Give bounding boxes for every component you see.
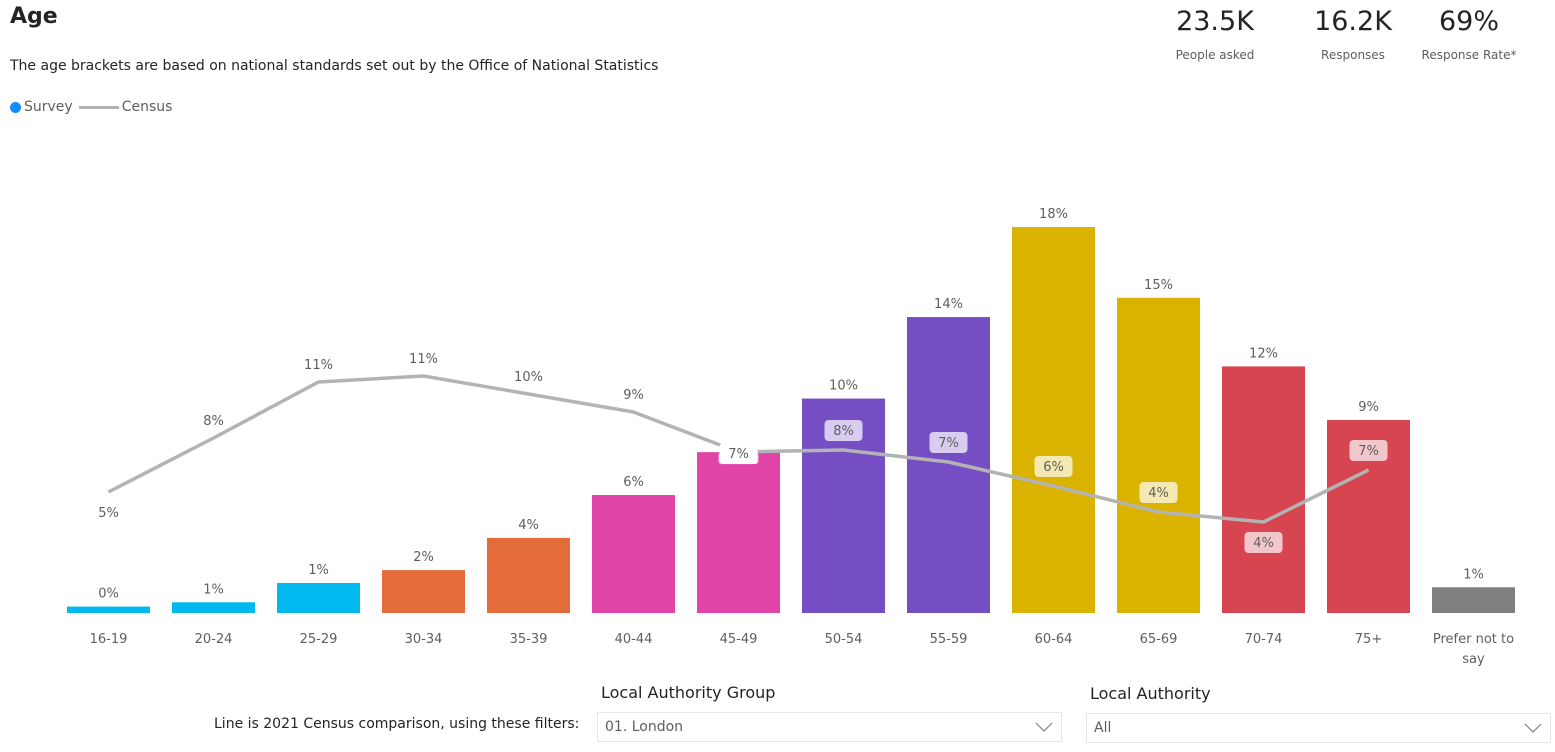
survey-bar[interactable] [172,602,255,613]
survey-bar[interactable] [697,452,780,613]
survey-legend-label[interactable]: Survey [24,99,73,115]
x-tick-label: Prefer not to [1433,632,1514,647]
x-tick-label: 75+ [1355,632,1382,647]
survey-data-label: 10% [829,379,858,394]
x-tick-label: 16-19 [90,632,128,647]
kpi-value: 16.2K [1314,6,1392,37]
local-authority-group-title: Local Authority Group [601,683,776,702]
survey-bar[interactable] [907,317,990,613]
census-data-label: 7% [728,447,749,462]
survey-data-label: 18% [1039,207,1068,222]
survey-data-label: 6% [623,475,644,490]
kpi-value: 69% [1438,6,1499,37]
survey-bar[interactable] [1012,227,1095,613]
census-label-background [1349,440,1388,461]
census-data-label: 8% [203,414,224,429]
census-label-background [929,432,968,453]
survey-bar[interactable] [592,495,675,613]
survey-bar[interactable] [1432,587,1515,613]
x-tick-label: 30-34 [405,632,443,647]
census-data-label: 8% [833,424,854,439]
x-tick-label: 25-29 [300,632,338,647]
census-data-label: 7% [938,436,959,451]
chevron-down-icon [1035,722,1053,732]
survey-bar[interactable] [1222,366,1305,613]
local-authority-group-value: 01. London [605,719,684,735]
x-tick-label: 45-49 [720,632,758,647]
x-tick-label: 35-39 [510,632,548,647]
x-tick-label: 70-74 [1245,632,1283,647]
survey-data-label: 15% [1144,278,1173,293]
survey-data-label: 4% [518,518,539,533]
survey-data-label: 14% [934,297,963,312]
page-subtitle: The age brackets are based on national s… [10,58,659,74]
survey-bar[interactable] [487,537,570,613]
page-title: Age [10,4,58,29]
census-data-label: 5% [98,506,119,521]
kpi-label: Response Rate* [1421,48,1517,62]
census-label-background [1034,456,1073,477]
age-chart: 16-19 20-24 25-29 30-34 35-39 40-44 45-49 50-54… [67,207,1515,667]
survey-bar[interactable] [67,606,150,613]
survey-data-label: 9% [1358,400,1379,415]
chevron-down-icon [1524,723,1542,733]
census-legend-marker [78,105,119,109]
survey-data-label: 1% [1463,567,1484,582]
local-authority-group-dropdown[interactable]: 01. London [597,712,1062,742]
census-data-label: 11% [409,352,438,367]
survey-data-label: 12% [1249,346,1278,361]
census-data-label: 4% [1148,486,1169,501]
kpi-response-rate: 69% Response Rate* [1399,4,1539,62]
census-data-label: 9% [623,388,644,403]
census-data-label: 10% [514,370,543,385]
census-label-background [719,443,758,464]
kpi-value: 23.5K [1176,6,1254,37]
survey-data-label: 1% [308,563,329,578]
census-data-label: 4% [1253,536,1274,551]
x-tick-label: say [1462,652,1485,667]
survey-data-label: 0% [98,587,119,602]
census-legend-label[interactable]: Census [121,99,173,115]
census-data-label: 7% [1358,444,1379,459]
kpi-people-asked: 23.5K People asked [1145,4,1285,62]
local-authority-title: Local Authority [1090,684,1211,703]
x-tick-label: 55-59 [930,632,968,647]
local-authority-value: All [1094,720,1112,736]
survey-legend-marker [10,101,21,113]
census-label-background [1139,482,1178,503]
x-tick-label: 65-69 [1140,632,1178,647]
x-tick-label: 20-24 [195,632,233,647]
kpi-label: Responses [1321,48,1385,62]
census-label-background [1244,532,1283,553]
census-data-label: 11% [304,358,333,373]
census-label-background [824,420,863,441]
x-tick-label: 40-44 [615,632,653,647]
local-authority-dropdown[interactable]: All [1086,713,1551,743]
survey-bar[interactable] [1117,297,1200,613]
x-tick-label: 60-64 [1035,632,1073,647]
census-filter-note: Line is 2021 Census comparison, using th… [214,716,580,732]
chart-legend: Survey Census [10,99,172,115]
x-tick-label: 50-54 [825,632,863,647]
survey-data-label: 1% [203,582,224,597]
survey-bar[interactable] [277,582,360,613]
survey-data-label: 2% [413,550,434,565]
survey-bar[interactable] [382,570,465,613]
kpi-label: People asked [1175,48,1255,62]
census-data-label: 6% [1043,460,1064,475]
kpi-responses: 16.2K Responses [1283,4,1423,62]
